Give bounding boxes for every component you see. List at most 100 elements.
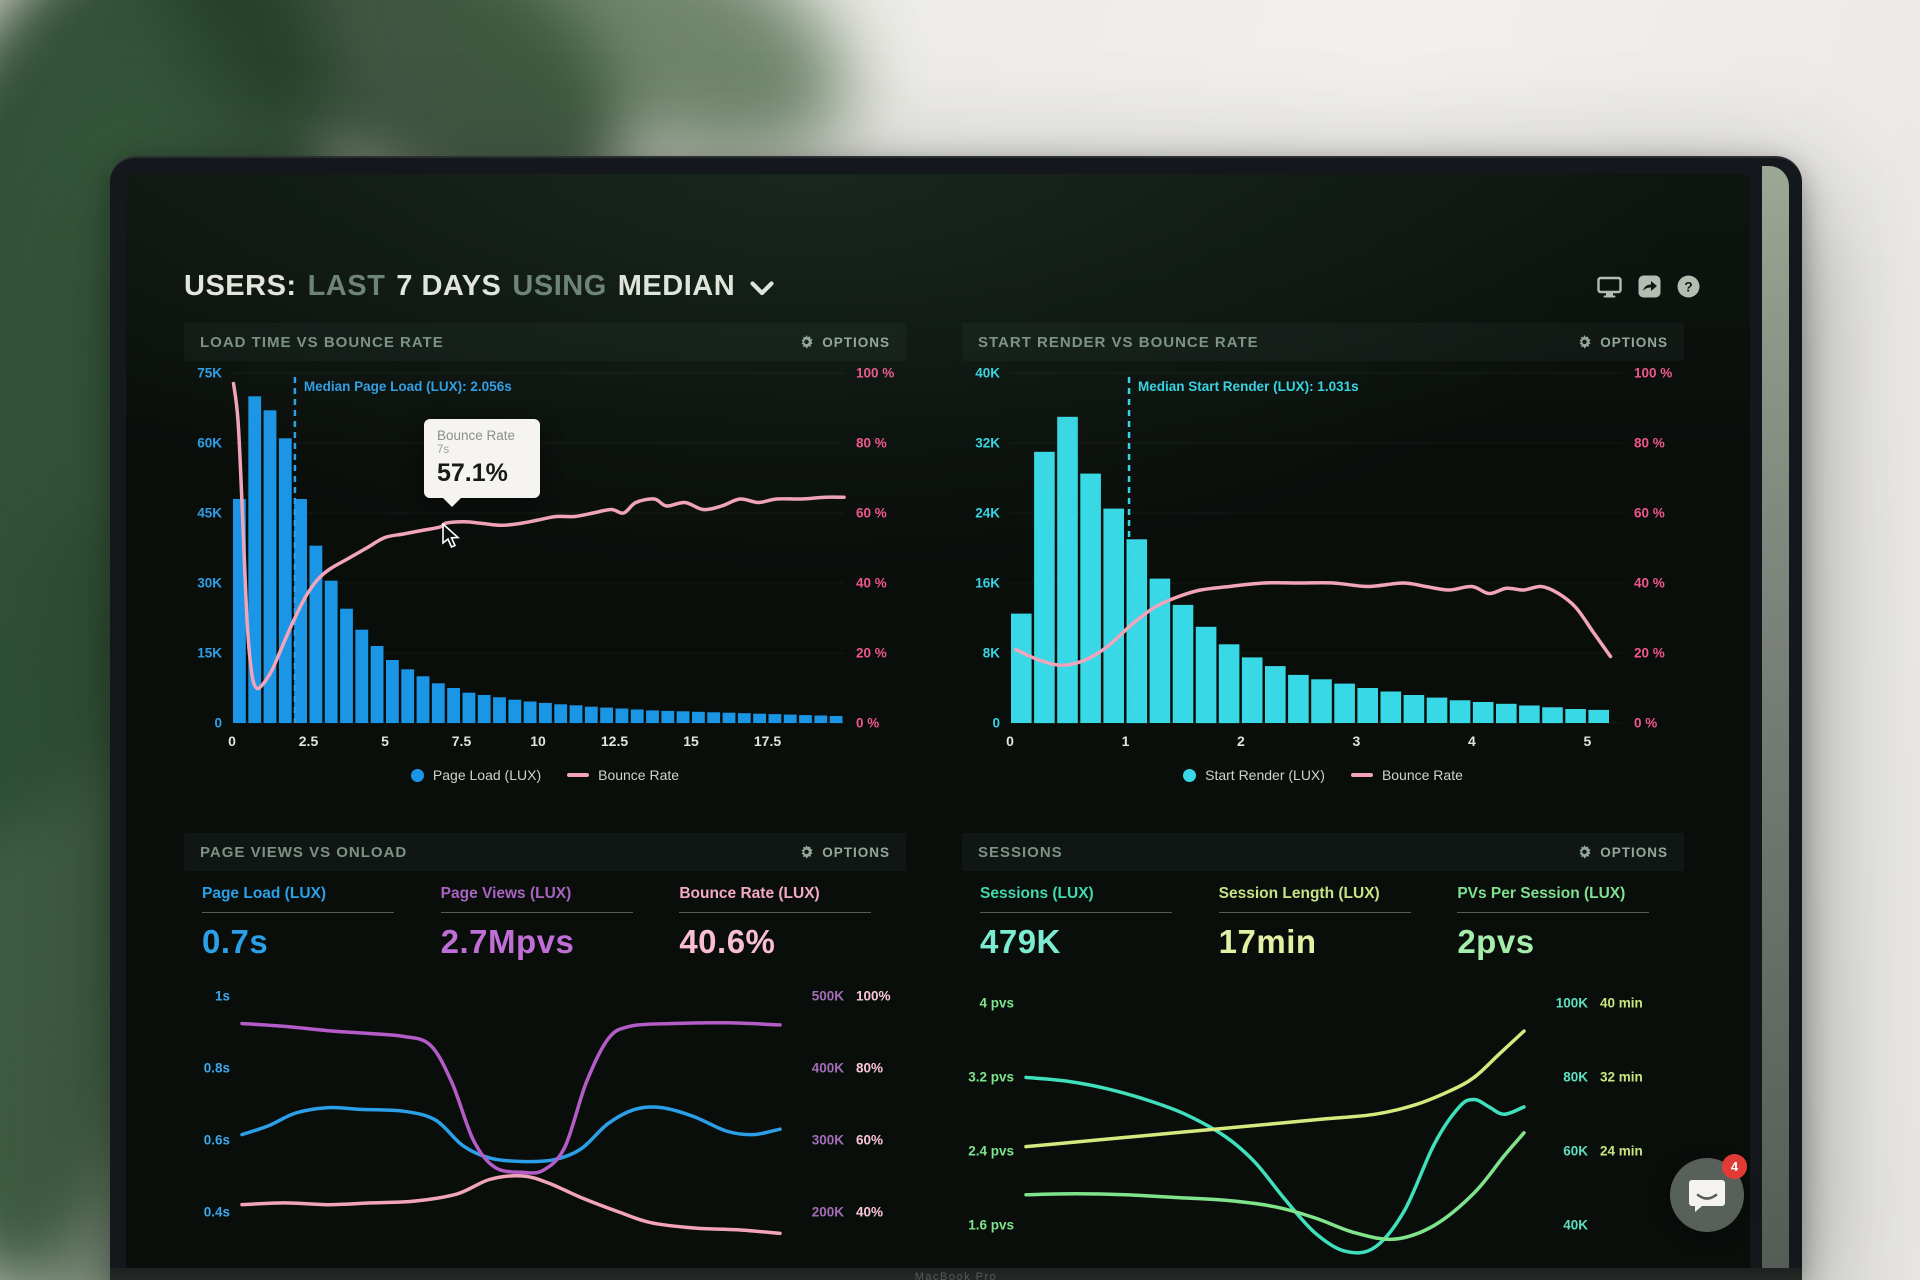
start-render-chart[interactable]: 40K 32K 24K 16K 8K 0 100 % 80 % 60 % 40 % 20 % 0 % M… xyxy=(962,366,1684,753)
bar[interactable] xyxy=(386,660,399,723)
bar[interactable] xyxy=(768,714,782,723)
bar[interactable] xyxy=(1311,679,1332,724)
bar[interactable] xyxy=(1011,613,1032,723)
bar[interactable] xyxy=(1034,451,1055,724)
bar[interactable] xyxy=(615,708,629,724)
chart-canvas[interactable]: Median Start Render (LUX): 1.031s xyxy=(1010,372,1622,724)
legend-item[interactable]: Bounce Rate xyxy=(567,767,679,783)
bar[interactable] xyxy=(294,499,307,723)
bar[interactable] xyxy=(1426,697,1448,723)
line-series[interactable] xyxy=(240,1105,782,1164)
bar[interactable] xyxy=(1172,604,1194,723)
bar[interactable] xyxy=(829,716,843,723)
bar[interactable] xyxy=(1241,657,1263,723)
bar[interactable] xyxy=(447,688,460,723)
bar[interactable] xyxy=(783,714,797,723)
bar[interactable] xyxy=(692,711,705,723)
bar[interactable] xyxy=(569,705,583,723)
y-axis-tick-left: 0.6s xyxy=(203,1132,230,1148)
bar[interactable] xyxy=(462,692,476,723)
bar[interactable] xyxy=(707,712,721,723)
display-icon[interactable] xyxy=(1597,276,1622,298)
bar[interactable] xyxy=(493,697,506,723)
chart-canvas[interactable]: Median Page Load (LUX): 2.056s xyxy=(231,372,846,724)
chevron-down-icon[interactable] xyxy=(750,281,774,296)
bar[interactable] xyxy=(1265,666,1286,723)
legend-item[interactable]: Start Render (LUX) xyxy=(1183,767,1325,783)
options-button[interactable]: OPTIONS xyxy=(1577,844,1668,860)
gear-icon xyxy=(1579,844,1591,859)
bar[interactable] xyxy=(248,396,262,723)
bar[interactable] xyxy=(1542,707,1563,724)
bar[interactable] xyxy=(1334,683,1355,723)
legend-item[interactable]: Bounce Rate xyxy=(1350,767,1463,783)
bar[interactable] xyxy=(508,699,522,723)
bar[interactable] xyxy=(1380,691,1402,724)
bar[interactable] xyxy=(477,695,491,723)
bar[interactable] xyxy=(814,715,828,724)
bar[interactable] xyxy=(1195,626,1217,724)
bar[interactable] xyxy=(737,713,751,723)
bar[interactable] xyxy=(584,706,598,723)
options-label: OPTIONS xyxy=(822,844,890,860)
bar[interactable] xyxy=(1103,508,1124,723)
dashboard-header: USERS: LAST 7 DAYS USING MEDIAN xyxy=(184,270,1708,303)
bar[interactable] xyxy=(278,438,292,723)
bar[interactable] xyxy=(416,676,430,723)
bar[interactable] xyxy=(1357,688,1378,723)
bar[interactable] xyxy=(1588,709,1609,723)
load-time-chart[interactable]: 75K 60K 45K 30K 15K 0 100 % 80 % 60 % 40 % 20 % 0 %… xyxy=(184,366,906,753)
bar[interactable] xyxy=(753,713,766,723)
options-button[interactable]: OPTIONS xyxy=(799,844,890,860)
bar[interactable] xyxy=(539,702,552,723)
bar[interactable] xyxy=(646,710,659,723)
bar[interactable] xyxy=(1449,700,1471,724)
bar[interactable] xyxy=(401,669,415,723)
bar[interactable] xyxy=(799,715,812,723)
legend-item[interactable]: Page Load (LUX) xyxy=(410,767,541,783)
bar[interactable] xyxy=(1403,695,1425,723)
bar[interactable] xyxy=(1057,416,1078,724)
bar[interactable] xyxy=(340,608,353,723)
bar[interactable] xyxy=(1080,473,1101,723)
legend-marker xyxy=(410,768,424,782)
bar[interactable] xyxy=(370,646,384,723)
gear-icon xyxy=(801,844,813,859)
bar[interactable] xyxy=(600,707,613,723)
bar[interactable] xyxy=(676,711,690,723)
bar[interactable] xyxy=(1218,644,1240,724)
bar[interactable] xyxy=(1126,539,1148,724)
bar[interactable] xyxy=(263,410,277,723)
line-series[interactable] xyxy=(1024,1131,1526,1242)
sessions-chart[interactable]: 4 pvs 3.2 pvs 2.4 pvs 1.6 pvs 100K 40 min 80K 3… xyxy=(962,971,1684,1280)
bar[interactable] xyxy=(661,710,675,723)
bar[interactable] xyxy=(1472,702,1494,723)
bar[interactable] xyxy=(309,545,323,723)
bar[interactable] xyxy=(431,683,445,723)
line-series[interactable] xyxy=(1024,1075,1526,1255)
share-icon[interactable] xyxy=(1638,275,1661,298)
line-series[interactable] xyxy=(240,1174,782,1236)
bar[interactable] xyxy=(355,629,369,723)
options-button[interactable]: OPTIONS xyxy=(799,334,890,350)
page-views-onload-chart[interactable]: 1s 0.8s 0.6s 0.4s 500K 100% 400K 80% 300K 60% 200K… xyxy=(184,971,906,1280)
chart-canvas[interactable] xyxy=(240,971,782,1280)
bar[interactable] xyxy=(722,712,736,723)
bar[interactable] xyxy=(1149,578,1171,723)
help-icon[interactable]: ? xyxy=(1677,275,1700,298)
chart-canvas[interactable] xyxy=(1024,971,1526,1280)
bar[interactable] xyxy=(523,701,537,724)
line-series[interactable] xyxy=(1014,580,1613,668)
bar[interactable] xyxy=(1496,703,1517,724)
options-button[interactable]: OPTIONS xyxy=(1577,334,1668,350)
bar[interactable] xyxy=(1288,674,1309,723)
line-series[interactable] xyxy=(240,1020,782,1175)
bar[interactable] xyxy=(324,580,338,723)
bar[interactable] xyxy=(630,709,644,724)
bar[interactable] xyxy=(1565,709,1586,723)
line-series[interactable] xyxy=(231,381,846,691)
bar[interactable] xyxy=(554,704,568,723)
line-series[interactable] xyxy=(1024,1029,1526,1149)
bar[interactable] xyxy=(1519,705,1540,724)
chat-widget-button[interactable]: 4 xyxy=(1670,1154,1747,1232)
